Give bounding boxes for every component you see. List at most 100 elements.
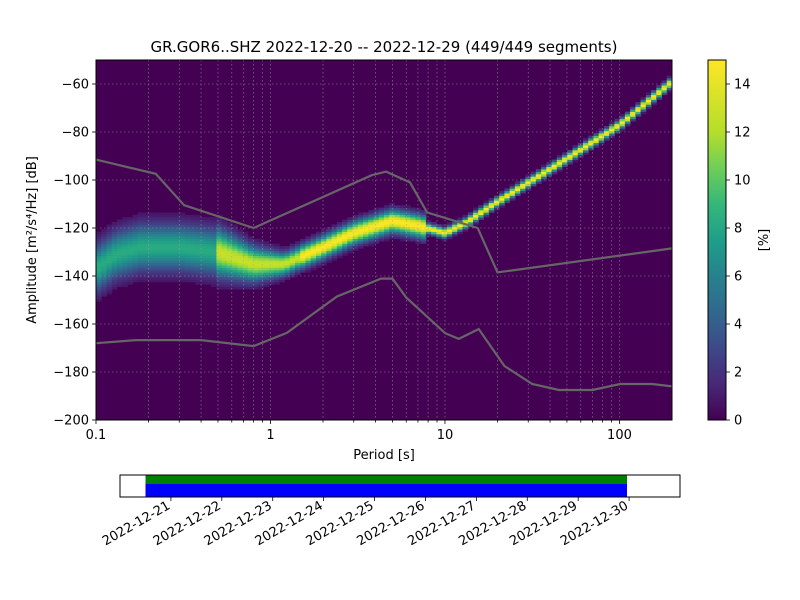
heatmap-cell xyxy=(195,246,202,249)
heatmap-cell xyxy=(242,250,249,254)
heatmap-cell xyxy=(347,236,354,240)
heatmap-cell xyxy=(153,277,160,280)
heatmap-cell xyxy=(635,114,642,117)
heatmap-cell xyxy=(116,238,123,242)
heatmap-cell xyxy=(420,241,427,244)
heatmap-cell xyxy=(169,262,176,266)
heatmap-cell xyxy=(200,255,207,259)
heatmap-cell xyxy=(551,159,558,163)
heatmap-cell xyxy=(656,94,663,98)
heatmap-cell xyxy=(258,253,265,256)
heatmap-cell xyxy=(148,214,155,218)
heatmap-cell xyxy=(122,267,128,271)
heatmap-cell xyxy=(205,272,212,276)
heatmap-cell xyxy=(258,243,265,247)
heatmap-cell xyxy=(525,186,532,189)
heatmap-cell xyxy=(410,219,416,223)
heatmap-cell xyxy=(205,229,212,232)
heatmap-cell xyxy=(384,207,390,211)
heatmap-cell xyxy=(96,298,102,302)
heatmap-cell xyxy=(315,238,322,242)
heatmap-cell xyxy=(116,248,123,252)
heatmap-cell xyxy=(205,255,212,259)
heatmap-cell xyxy=(415,207,422,211)
heatmap-cell xyxy=(357,212,364,216)
heatmap-cell xyxy=(315,250,322,254)
heatmap-cell xyxy=(158,272,165,276)
heatmap-cell xyxy=(363,219,369,223)
heatmap-cell xyxy=(226,224,233,228)
heatmap-cell xyxy=(436,229,443,232)
heatmap-cell xyxy=(394,212,401,216)
heatmap-cell xyxy=(148,229,155,232)
heatmap-cell xyxy=(420,214,427,218)
heatmap-cell xyxy=(205,279,212,283)
heatmap-cell xyxy=(153,217,160,220)
heatmap-cell xyxy=(315,243,322,247)
heatmap-cell xyxy=(179,255,186,259)
heatmap-cell xyxy=(164,222,170,225)
heatmap-cell xyxy=(237,231,244,235)
heatmap-cell xyxy=(179,277,186,280)
heatmap-cell xyxy=(226,286,233,290)
heatmap-cell xyxy=(143,272,149,276)
heatmap-cell xyxy=(190,224,196,228)
heatmap-cell xyxy=(190,270,196,273)
heatmap-cell xyxy=(111,253,118,256)
heatmap-cell xyxy=(200,274,207,278)
heatmap-cell xyxy=(645,102,652,105)
heatmap-cell xyxy=(363,224,369,228)
heatmap-cell xyxy=(169,250,176,254)
heatmap-cell xyxy=(122,222,128,225)
heatmap-cell xyxy=(300,255,306,259)
heatmap-cell xyxy=(263,272,270,276)
heatmap-cell xyxy=(96,253,102,256)
heatmap-cell xyxy=(221,229,228,232)
heatmap-cell xyxy=(509,198,516,201)
heatmap-cell xyxy=(226,243,233,247)
heatmap-cell xyxy=(226,241,233,244)
heatmap-cell xyxy=(279,267,286,271)
heatmap-cell xyxy=(478,210,484,213)
heatmap-cell xyxy=(111,234,118,237)
heatmap-cell xyxy=(96,234,102,237)
heatmap-cell xyxy=(190,255,196,259)
heatmap-cell xyxy=(153,222,160,225)
heatmap-cell xyxy=(378,207,385,211)
heatmap-cell xyxy=(179,241,186,244)
heatmap-cell xyxy=(143,253,149,256)
heatmap-cell xyxy=(347,217,354,220)
heatmap-cell xyxy=(153,270,160,273)
heatmap-cell xyxy=(305,241,312,244)
heatmap-cell xyxy=(226,229,233,232)
heatmap-cell xyxy=(158,217,165,220)
heatmap-cell xyxy=(179,272,186,276)
heatmap-cell xyxy=(357,217,364,220)
colorbar-label: [%] xyxy=(757,229,772,252)
heatmap-cell xyxy=(164,279,170,283)
heatmap-cell xyxy=(237,258,244,261)
heatmap-cell xyxy=(342,219,348,223)
heatmap-cell xyxy=(415,226,422,230)
heatmap-cell xyxy=(603,138,610,141)
heatmap-cell xyxy=(582,140,589,144)
heatmap-cell xyxy=(331,226,338,230)
heatmap-cell xyxy=(253,279,259,283)
heatmap-cell xyxy=(127,224,134,228)
heatmap-cell xyxy=(535,176,542,180)
heatmap-cell xyxy=(106,248,113,252)
heatmap-cell xyxy=(137,243,144,247)
heatmap-cell xyxy=(541,174,547,177)
heatmap-cell xyxy=(190,219,196,223)
heatmap-cell xyxy=(169,265,176,268)
heatmap-cell xyxy=(415,217,422,220)
heatmap-cell xyxy=(630,111,636,115)
heatmap-cell xyxy=(232,279,238,283)
heatmap-cell xyxy=(357,222,364,225)
heatmap-cell xyxy=(373,224,380,228)
heatmap-cell xyxy=(651,99,657,103)
heatmap-cell xyxy=(205,222,212,225)
heatmap-cell xyxy=(258,238,265,242)
heatmap-cell xyxy=(195,282,202,285)
heatmap-cell xyxy=(457,231,464,235)
